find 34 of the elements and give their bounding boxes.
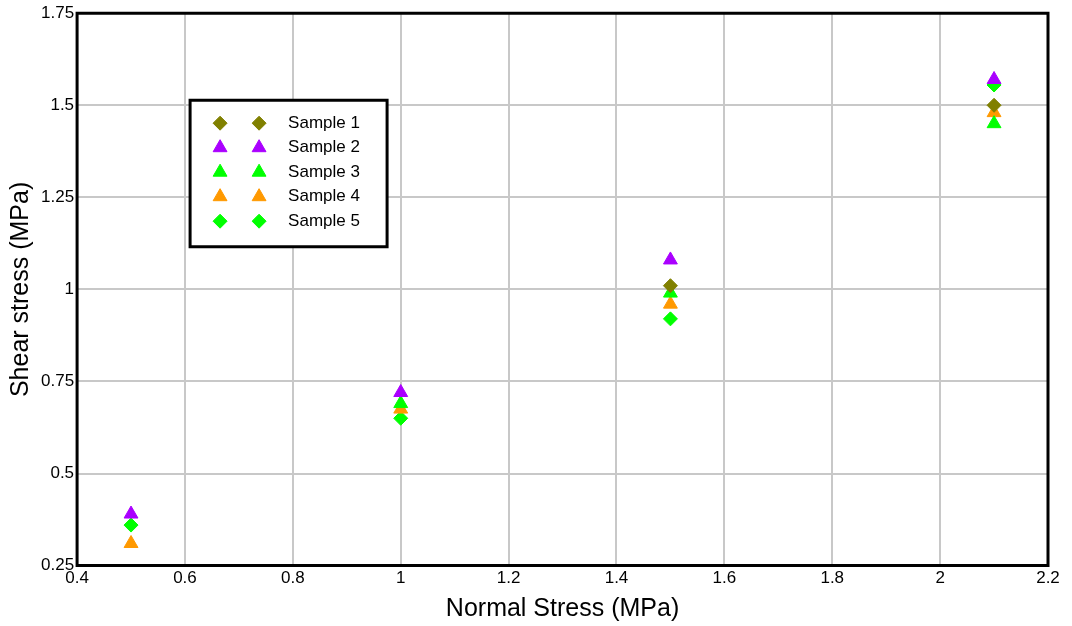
legend-label: Sample 1 <box>288 112 360 132</box>
y-tick-label: 1.25 <box>40 187 75 207</box>
x-axis-title: Normal Stress (MPa) <box>445 592 680 621</box>
legend-label: Sample 3 <box>288 161 360 181</box>
legend-label: Sample 5 <box>288 210 360 230</box>
point <box>662 278 678 294</box>
y-tick-label: 0.5 <box>50 463 75 483</box>
legend-label: Sample 4 <box>288 186 360 206</box>
point <box>662 311 678 327</box>
x-tick-label: 1 <box>395 568 406 588</box>
point <box>123 535 139 548</box>
point <box>662 295 678 309</box>
legend-label: Sample 2 <box>288 137 360 157</box>
y-tick-label: 1.5 <box>50 94 75 114</box>
x-tick-label: 1.2 <box>496 568 521 588</box>
x-tick-label: 1.4 <box>604 568 629 588</box>
x-tick-label: 0.8 <box>281 568 305 588</box>
x-tick-label: 0.6 <box>173 568 197 588</box>
x-tick-label: 2 <box>935 568 945 588</box>
point <box>393 395 409 409</box>
y-tick-label: 1.75 <box>40 2 75 22</box>
y-axis-title: Shear stress (MPa) <box>4 181 33 398</box>
point <box>662 251 678 265</box>
x-tick-label: 2.2 <box>1036 568 1060 588</box>
x-tick-label: 1.8 <box>820 568 845 588</box>
point <box>986 115 1002 129</box>
point <box>393 384 409 398</box>
point <box>123 505 139 519</box>
y-tick-label: 0.75 <box>40 371 75 391</box>
point <box>986 70 1002 84</box>
point <box>123 517 139 533</box>
x-tick-label: 1.6 <box>712 568 737 588</box>
y-tick-label: 1 <box>64 279 75 299</box>
point <box>986 97 1002 113</box>
